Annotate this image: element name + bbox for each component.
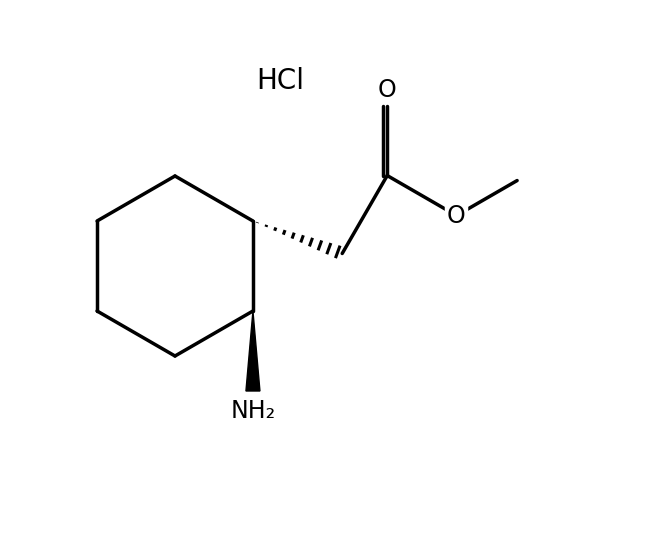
Polygon shape	[246, 311, 260, 391]
Text: NH₂: NH₂	[230, 399, 275, 423]
Text: O: O	[378, 78, 397, 101]
Text: HCl: HCl	[256, 67, 304, 95]
Text: O: O	[447, 204, 466, 228]
